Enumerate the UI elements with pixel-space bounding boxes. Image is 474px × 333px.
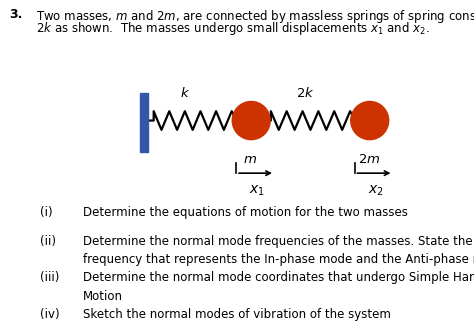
Text: $m$: $m$ xyxy=(243,153,257,166)
Text: Two masses, $m$ and $2m$, are connected by massless springs of spring constant $: Two masses, $m$ and $2m$, are connected … xyxy=(36,8,474,25)
Text: $x_1$: $x_1$ xyxy=(249,184,265,198)
Ellipse shape xyxy=(232,102,270,140)
Text: Sketch the normal modes of vibration of the system: Sketch the normal modes of vibration of … xyxy=(83,308,391,321)
Text: Determine the normal mode coordinates that undergo Simple Harmonic
Motion: Determine the normal mode coordinates th… xyxy=(83,271,474,303)
Text: $2k$: $2k$ xyxy=(296,86,315,100)
Ellipse shape xyxy=(351,102,389,140)
Text: Determine the equations of motion for the two masses: Determine the equations of motion for th… xyxy=(83,206,408,219)
Text: $x_2$: $x_2$ xyxy=(367,184,383,198)
Bar xyxy=(140,93,148,152)
Text: Determine the normal mode frequencies of the masses. State the mode
frequency th: Determine the normal mode frequencies of… xyxy=(83,235,474,266)
Text: 2$k$ as shown.  The masses undergo small displacements $x_1$ and $x_2$.: 2$k$ as shown. The masses undergo small … xyxy=(36,20,429,37)
Text: $2m$: $2m$ xyxy=(358,153,380,166)
Text: (ii): (ii) xyxy=(40,235,56,248)
Text: (iv): (iv) xyxy=(40,308,60,321)
Text: (i): (i) xyxy=(40,206,53,219)
Text: (iii): (iii) xyxy=(40,271,60,284)
Text: 3.: 3. xyxy=(9,8,23,21)
Text: $k$: $k$ xyxy=(180,86,190,100)
